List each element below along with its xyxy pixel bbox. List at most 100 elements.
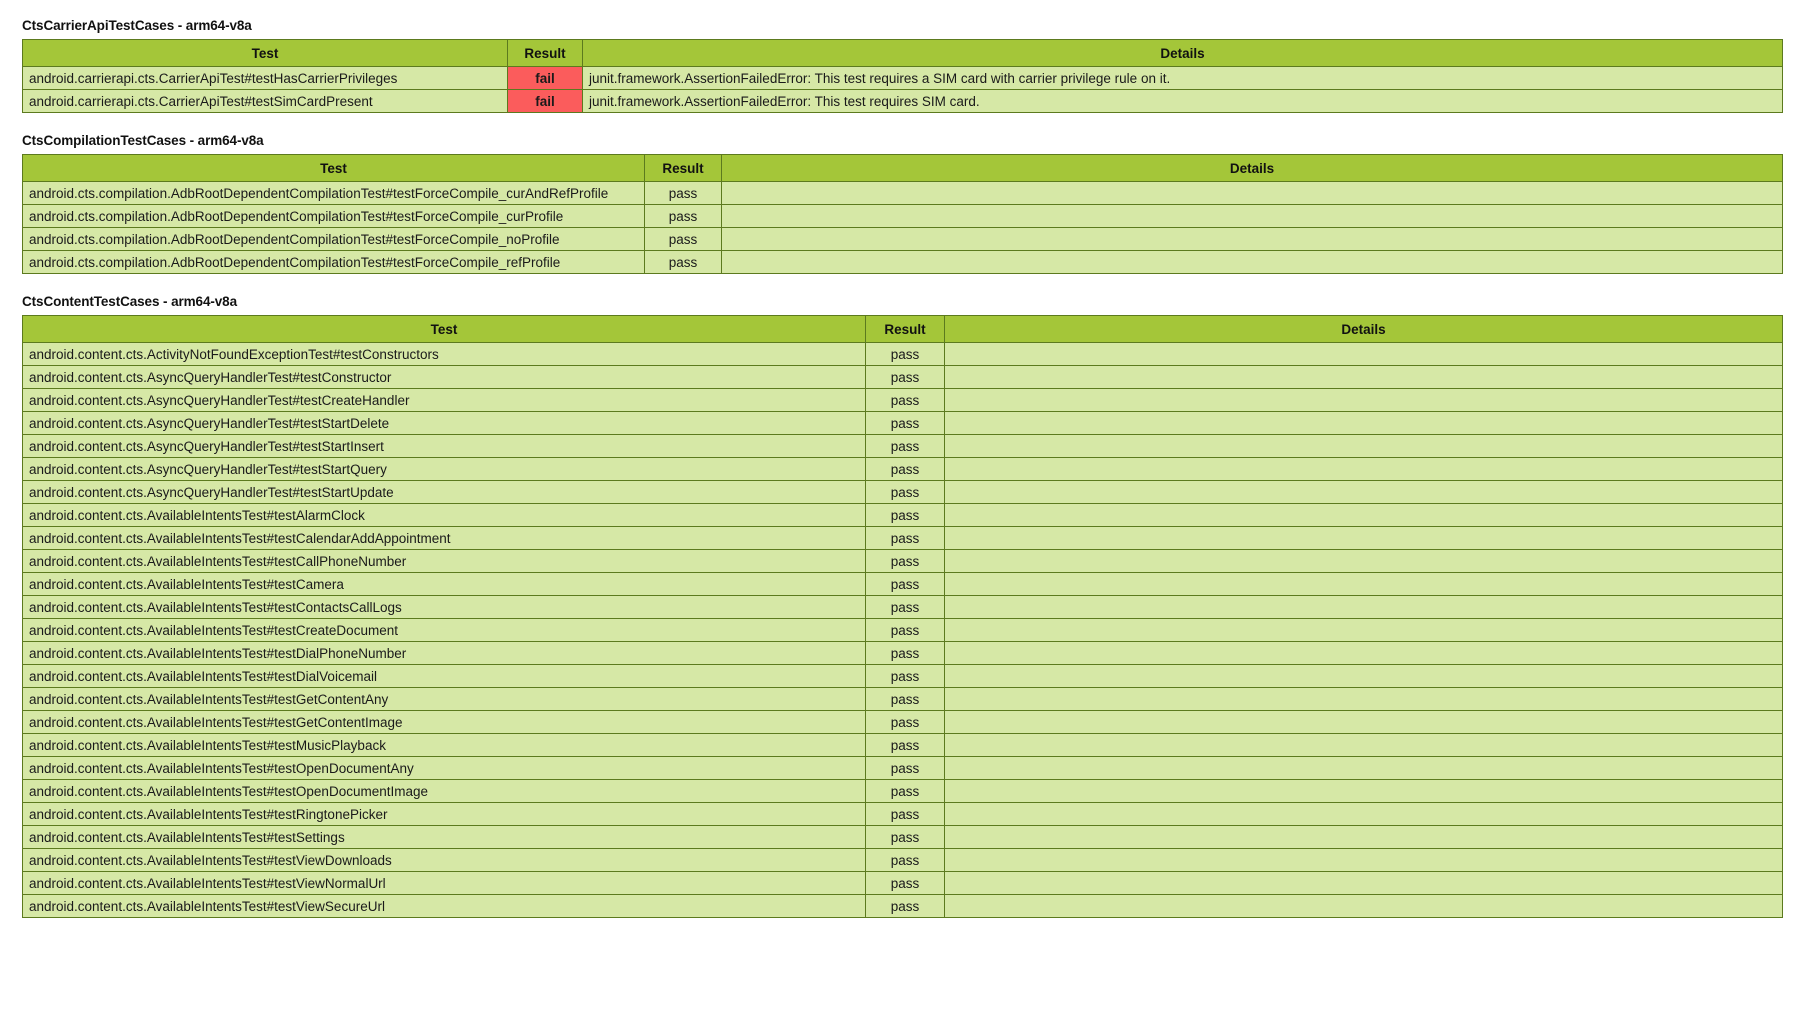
- cell-result-pass: pass: [865, 687, 945, 711]
- modules-container: CtsCarrierApiTestCases - arm64-v8a Test Re…: [22, 18, 1783, 918]
- cell-result-pass: pass: [644, 204, 722, 228]
- cell-details: [944, 825, 1783, 849]
- cell-details: junit.framework.AssertionFailedError: Th…: [582, 89, 1783, 113]
- cts-report-page: CtsCarrierApiTestCases - arm64-v8a Test Re…: [22, 18, 1783, 918]
- table-row: android.content.cts.AvailableIntentsTest…: [22, 526, 1783, 550]
- cell-result-pass: pass: [865, 549, 945, 573]
- cell-details: [721, 204, 1783, 228]
- cell-details: [944, 664, 1783, 688]
- cell-details: [944, 848, 1783, 872]
- cell-test-name: android.content.cts.AvailableIntentsTest…: [22, 848, 866, 872]
- cell-result-pass: pass: [865, 848, 945, 872]
- cell-test-name: android.content.cts.AvailableIntentsTest…: [22, 549, 866, 573]
- cell-details: [944, 618, 1783, 642]
- cell-test-name: android.content.cts.AsyncQueryHandlerTes…: [22, 411, 866, 435]
- cell-details: [944, 687, 1783, 711]
- cell-test-name: android.content.cts.AvailableIntentsTest…: [22, 733, 866, 757]
- table-row: android.content.cts.AvailableIntentsTest…: [22, 756, 1783, 780]
- table-row: android.cts.compilation.AdbRootDependent…: [22, 227, 1783, 251]
- cell-test-name: android.carrierapi.cts.CarrierApiTest#te…: [22, 66, 508, 90]
- cell-details: [944, 802, 1783, 826]
- table-row: android.content.cts.AsyncQueryHandlerTes…: [22, 457, 1783, 481]
- cell-result-pass: pass: [865, 388, 945, 412]
- cell-details: [944, 572, 1783, 596]
- table-row: android.cts.compilation.AdbRootDependent…: [22, 181, 1783, 205]
- table-row: android.content.cts.AvailableIntentsTest…: [22, 848, 1783, 872]
- cell-test-name: android.carrierapi.cts.CarrierApiTest#te…: [22, 89, 508, 113]
- table-row: android.content.cts.AvailableIntentsTest…: [22, 871, 1783, 895]
- cell-test-name: android.cts.compilation.AdbRootDependent…: [22, 204, 645, 228]
- cell-result-pass: pass: [865, 572, 945, 596]
- cell-details: [944, 779, 1783, 803]
- column-header-result: Result: [865, 315, 945, 343]
- table-row: android.content.cts.AvailableIntentsTest…: [22, 779, 1783, 803]
- cell-result-pass: pass: [865, 779, 945, 803]
- table-row: android.cts.compilation.AdbRootDependent…: [22, 250, 1783, 274]
- column-header-test: Test: [22, 154, 645, 182]
- cell-details: [944, 733, 1783, 757]
- cell-details: [944, 411, 1783, 435]
- column-header-result: Result: [507, 39, 583, 67]
- table-row: android.cts.compilation.AdbRootDependent…: [22, 204, 1783, 228]
- cell-result-pass: pass: [865, 802, 945, 826]
- table-row: android.content.cts.AsyncQueryHandlerTes…: [22, 388, 1783, 412]
- table-row: android.carrierapi.cts.CarrierApiTest#te…: [22, 66, 1783, 90]
- cell-details: [944, 503, 1783, 527]
- cell-test-name: android.content.cts.AvailableIntentsTest…: [22, 572, 866, 596]
- table-row: android.content.cts.AvailableIntentsTest…: [22, 687, 1783, 711]
- cell-result-pass: pass: [865, 618, 945, 642]
- cell-result-pass: pass: [865, 503, 945, 527]
- table-row: android.content.cts.AvailableIntentsTest…: [22, 710, 1783, 734]
- module-title: CtsCompilationTestCases - arm64-v8a: [22, 133, 264, 148]
- cell-result-pass: pass: [865, 411, 945, 435]
- cell-result-pass: pass: [865, 434, 945, 458]
- cell-test-name: android.content.cts.AvailableIntentsTest…: [22, 894, 866, 918]
- cell-test-name: android.content.cts.AvailableIntentsTest…: [22, 710, 866, 734]
- table-row: android.content.cts.AvailableIntentsTest…: [22, 572, 1783, 596]
- cell-details: [944, 526, 1783, 550]
- cell-test-name: android.content.cts.AvailableIntentsTest…: [22, 618, 866, 642]
- table-row: android.content.cts.AsyncQueryHandlerTes…: [22, 411, 1783, 435]
- cell-test-name: android.content.cts.AvailableIntentsTest…: [22, 503, 866, 527]
- cell-details: [944, 342, 1783, 366]
- cell-result-pass: pass: [865, 342, 945, 366]
- cell-result-pass: pass: [865, 457, 945, 481]
- table-row: android.content.cts.AvailableIntentsTest…: [22, 549, 1783, 573]
- table-header-row: Test Result Details: [22, 39, 1783, 67]
- cell-details: [944, 365, 1783, 389]
- module-title: CtsCarrierApiTestCases - arm64-v8a: [22, 18, 252, 33]
- table-row: android.content.cts.AvailableIntentsTest…: [22, 894, 1783, 918]
- cell-details: [721, 181, 1783, 205]
- cell-details: junit.framework.AssertionFailedError: Th…: [582, 66, 1783, 90]
- cell-details: [944, 871, 1783, 895]
- cell-details: [944, 434, 1783, 458]
- cell-test-name: android.cts.compilation.AdbRootDependent…: [22, 250, 645, 274]
- cell-details: [944, 595, 1783, 619]
- cell-test-name: android.content.cts.AvailableIntentsTest…: [22, 687, 866, 711]
- table-row: android.content.cts.AsyncQueryHandlerTes…: [22, 434, 1783, 458]
- cell-result-pass: pass: [644, 227, 722, 251]
- cell-result-pass: pass: [644, 181, 722, 205]
- cell-test-name: android.content.cts.AsyncQueryHandlerTes…: [22, 457, 866, 481]
- cell-result-pass: pass: [865, 595, 945, 619]
- cell-test-name: android.content.cts.AsyncQueryHandlerTes…: [22, 480, 866, 504]
- cell-test-name: android.content.cts.AvailableIntentsTest…: [22, 756, 866, 780]
- table-row: android.content.cts.AsyncQueryHandlerTes…: [22, 480, 1783, 504]
- table-row: android.content.cts.AvailableIntentsTest…: [22, 802, 1783, 826]
- cell-test-name: android.content.cts.AsyncQueryHandlerTes…: [22, 365, 866, 389]
- table-row: android.content.cts.AvailableIntentsTest…: [22, 664, 1783, 688]
- table-row: android.content.cts.AvailableIntentsTest…: [22, 618, 1783, 642]
- cell-details: [721, 250, 1783, 274]
- table-header-row: Test Result Details: [22, 315, 1783, 343]
- cell-test-name: android.content.cts.ActivityNotFoundExce…: [22, 342, 866, 366]
- cell-result-pass: pass: [865, 733, 945, 757]
- table-row: android.content.cts.AvailableIntentsTest…: [22, 595, 1783, 619]
- cell-test-name: android.content.cts.AvailableIntentsTest…: [22, 664, 866, 688]
- cell-details: [944, 388, 1783, 412]
- cell-details: [721, 227, 1783, 251]
- cell-test-name: android.cts.compilation.AdbRootDependent…: [22, 227, 645, 251]
- cell-result-pass: pass: [865, 365, 945, 389]
- column-header-test: Test: [22, 39, 508, 67]
- column-header-details: Details: [582, 39, 1783, 67]
- cell-result-fail: fail: [507, 66, 583, 90]
